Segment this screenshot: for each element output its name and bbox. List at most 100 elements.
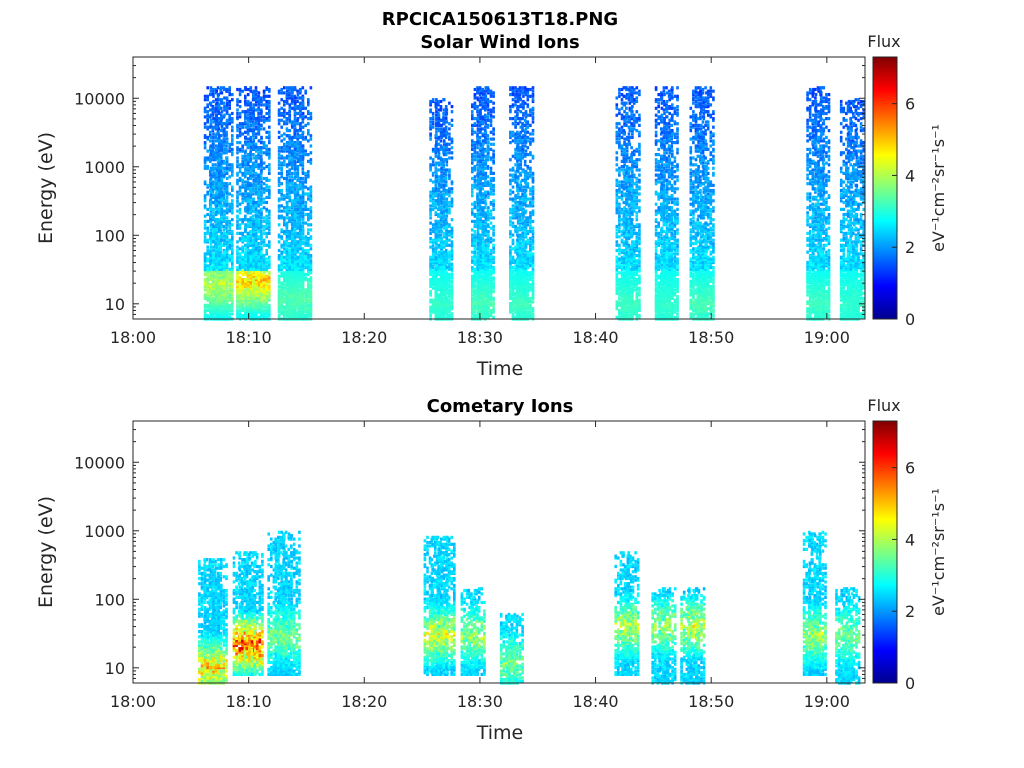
spectrogram-cell (209, 170, 212, 174)
spectrogram-cell (442, 276, 446, 280)
spectrogram-cell (445, 188, 449, 193)
spectrogram-cell (236, 159, 239, 163)
spectrogram-cell (212, 166, 215, 170)
spectrogram-cell (437, 250, 441, 254)
spectrogram-cell (277, 274, 281, 278)
spectrogram-cell (252, 254, 255, 258)
spectrogram-cell (215, 185, 218, 189)
spectrogram-cell (257, 132, 261, 136)
spectrogram-cell (288, 216, 291, 220)
spectrogram-cell (294, 190, 297, 194)
spectrogram-cell (246, 250, 250, 254)
spectrogram-cell (231, 302, 234, 306)
spectrogram-cell (220, 264, 224, 268)
spectrogram-cell (238, 305, 242, 309)
spectrogram-cell (220, 257, 224, 261)
spectrogram-cell (238, 255, 242, 259)
spectrogram-cell (223, 296, 226, 300)
spectrogram-cell (222, 194, 226, 198)
spectrogram-cell (280, 182, 283, 186)
spectrogram-cell (260, 110, 263, 114)
spectrogram-cell (218, 271, 221, 275)
spectrogram-cell (225, 314, 229, 318)
spectrogram-cell (251, 187, 255, 191)
spectrogram-cell (260, 308, 263, 312)
spectrogram-cell (203, 159, 207, 163)
spectrogram-cell (290, 307, 294, 311)
spectrogram-cell (209, 255, 213, 259)
spectrogram-cell (216, 86, 220, 90)
spectrogram-cell (212, 216, 215, 220)
spectrogram-cell (212, 293, 215, 297)
spectrogram-cell (262, 310, 266, 314)
spectrogram-cell (257, 248, 261, 253)
spectrogram-cell (206, 135, 209, 139)
spectrogram-cell (265, 295, 268, 299)
spectrogram-cell (277, 254, 281, 258)
spectrogram-cell (257, 272, 261, 277)
spectrogram-cell (260, 296, 263, 300)
spectrogram-cell (223, 312, 226, 316)
spectrogram-cell (257, 230, 261, 234)
spectrogram-cell (203, 141, 207, 145)
spectrogram-cell (288, 310, 292, 314)
spectrogram-cell (294, 302, 297, 306)
spectrogram-cell (262, 188, 266, 193)
spectrogram-cell (290, 305, 294, 309)
spectrogram-cell (236, 223, 239, 227)
spectrogram-cell (252, 296, 255, 300)
spectrogram-cell (283, 115, 286, 119)
spectrogram-cell (257, 219, 260, 223)
spectrogram-cell (236, 98, 239, 102)
spectrogram-cell (288, 286, 292, 290)
spectrogram-cell (220, 286, 224, 290)
spectrogram-cell (262, 312, 266, 316)
spectrogram-cell (225, 240, 229, 244)
spectrogram-cell (265, 218, 268, 222)
spectrogram-cell (246, 141, 250, 145)
spectrogram-cell (437, 293, 441, 297)
spectrogram-cell (257, 283, 261, 287)
spectrogram-cell (291, 255, 294, 259)
spectrogram-cell (288, 262, 292, 266)
spectrogram-cell (220, 161, 224, 165)
spectrogram-cell (225, 257, 229, 261)
spectrogram-cell (285, 278, 289, 282)
spectrogram-cell (268, 166, 271, 170)
spectrogram-cell (260, 161, 263, 165)
spectrogram-cell (220, 300, 224, 304)
spectrogram-cell (231, 173, 234, 177)
spectrogram-cell (299, 105, 302, 109)
spectrogram-cell (285, 156, 289, 160)
spectrogram-cell (246, 125, 250, 129)
spectrogram-cell (265, 226, 268, 230)
spectrogram-cell (241, 192, 244, 196)
spectrogram-cell (220, 115, 224, 119)
spectrogram-cell (212, 151, 215, 155)
spectrogram-cell (225, 199, 229, 203)
spectrogram-cell (241, 89, 244, 93)
spectrogram-cell (252, 147, 255, 151)
spectrogram-cell (214, 211, 218, 215)
spectrogram-cell (280, 216, 283, 220)
spectrogram-cell (228, 207, 231, 211)
spectrogram-cell (294, 147, 297, 151)
spectrogram-cell (236, 269, 239, 273)
spectrogram-cell (437, 221, 441, 225)
spectrogram-cell (203, 106, 207, 110)
spectrogram-cell (244, 135, 247, 139)
spectrogram-cell (254, 207, 258, 211)
spectrogram-cell (228, 103, 231, 107)
spectrogram-cell (231, 93, 234, 97)
spectrogram-cell (277, 216, 281, 220)
spectrogram-cell (309, 158, 313, 162)
spectrogram-cell (280, 312, 283, 316)
spectrogram-cell (241, 264, 244, 268)
spectrogram-cell (215, 293, 218, 297)
spectrogram-cell (212, 135, 215, 139)
spectrogram-cell (238, 271, 242, 275)
spectrogram-cell (238, 290, 242, 294)
spectrogram-cell (268, 94, 271, 98)
spectrogram-cell (265, 283, 268, 287)
spectrogram-cell (246, 284, 250, 289)
